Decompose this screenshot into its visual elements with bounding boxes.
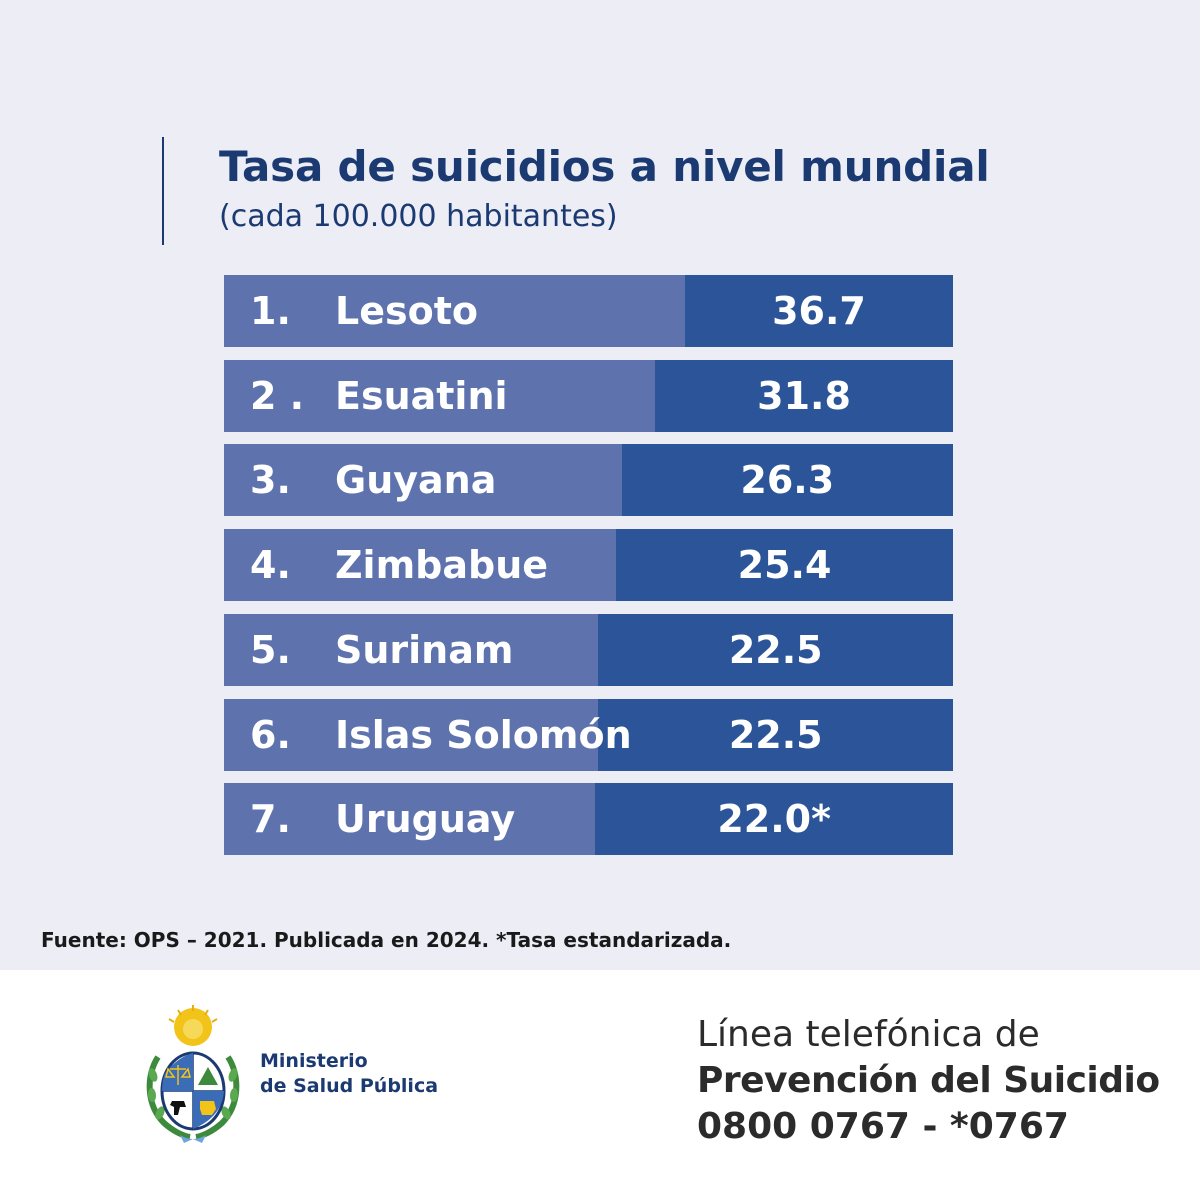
bar-value-label: 25.4 bbox=[737, 543, 832, 588]
ministry-line-1: Ministerio bbox=[260, 1050, 368, 1072]
bar-rank-label: 4. bbox=[250, 543, 291, 588]
helpline-intro: Línea telefónica de bbox=[697, 1014, 1040, 1055]
bar-row: 26.3 3. Guyana bbox=[224, 444, 953, 517]
bar-country-label: Islas Solomón bbox=[335, 712, 632, 757]
bar-value-cell: 31.8 bbox=[655, 359, 953, 432]
source-footnote: Fuente: OPS – 2021. Publicada en 2024. *… bbox=[41, 928, 732, 952]
bar-value-label: 22.5 bbox=[728, 712, 823, 757]
helpline-phone: 0800 0767 - *0767 bbox=[697, 1106, 1069, 1147]
bar-row: 22.0* 7. Uruguay bbox=[224, 783, 953, 856]
title-rule bbox=[162, 137, 164, 245]
bar-value-cell: 22.5 bbox=[598, 698, 953, 771]
bar-country-label: Surinam bbox=[335, 627, 514, 672]
bar-value-label: 22.5 bbox=[728, 627, 823, 672]
bar-value-label: 31.8 bbox=[757, 373, 851, 418]
bar-rank-label: 5. bbox=[250, 627, 291, 672]
bar-rank-label: 7. bbox=[250, 797, 291, 842]
chart-title: Tasa de suicidios a nivel mundial bbox=[219, 142, 990, 191]
bar-value-cell: 36.7 bbox=[685, 275, 953, 347]
ranking-bars: 36.7 1. Lesoto 31.8 2 . Esuatini 26.3 3. Guyana 2… bbox=[224, 275, 953, 856]
bar-value-cell: 22.5 bbox=[598, 613, 953, 686]
uruguay-coat-of-arms-icon bbox=[146, 1005, 240, 1143]
bar-country-label: Guyana bbox=[335, 458, 497, 503]
bar-value-label: 26.3 bbox=[740, 458, 835, 503]
content-panel: Tasa de suicidios a nivel mundial (cada … bbox=[0, 0, 1200, 970]
bar-row: 36.7 1. Lesoto bbox=[224, 275, 953, 347]
bar-rank-label: 2 . bbox=[250, 373, 305, 418]
bar-rank-label: 1. bbox=[250, 289, 291, 333]
bar-value-label: 22.0* bbox=[717, 797, 831, 842]
bar-rank-label: 6. bbox=[250, 712, 291, 757]
bar-value-cell: 26.3 bbox=[621, 444, 953, 517]
bar-value-cell: 22.0* bbox=[595, 783, 953, 856]
bar-row: 31.8 2 . Esuatini bbox=[224, 359, 953, 432]
ministry-name: Ministerio de Salud Pública bbox=[260, 1049, 438, 1099]
bar-row: 22.5 6. Islas Solomón bbox=[224, 698, 953, 771]
bar-value-label: 36.7 bbox=[772, 289, 866, 333]
helpline-block: Línea telefónica de Prevención del Suici… bbox=[697, 1012, 1160, 1150]
bar-rank-label: 3. bbox=[250, 458, 291, 503]
bar-country-label: Lesoto bbox=[335, 289, 478, 333]
bar-country-label: Zimbabue bbox=[335, 543, 549, 588]
bar-country-label: Uruguay bbox=[335, 797, 516, 842]
helpline-name: Prevención del Suicidio bbox=[697, 1060, 1160, 1101]
bar-value-cell: 25.4 bbox=[616, 529, 953, 602]
bar-country-label: Esuatini bbox=[335, 373, 508, 418]
bar-row: 22.5 5. Surinam bbox=[224, 613, 953, 686]
bar-row: 25.4 4. Zimbabue bbox=[224, 529, 953, 602]
chart-subtitle: (cada 100.000 habitantes) bbox=[219, 199, 618, 234]
ministry-line-2: de Salud Pública bbox=[260, 1075, 439, 1097]
